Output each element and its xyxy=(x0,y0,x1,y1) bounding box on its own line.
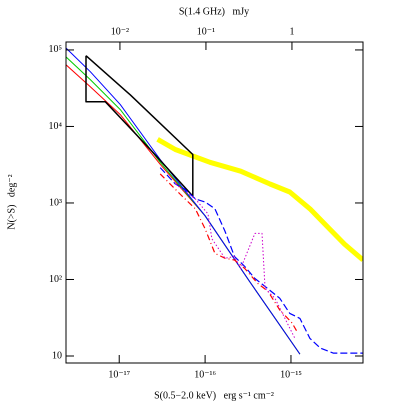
x-tick-label: 10⁻¹⁵ xyxy=(280,369,302,380)
y-axis-label: N(>S) deg⁻² xyxy=(6,174,17,229)
series-line xyxy=(85,55,194,197)
series-line xyxy=(156,137,363,262)
series-line xyxy=(66,64,301,355)
x-tick-label: 10⁻¹⁶ xyxy=(194,369,216,380)
series-line xyxy=(159,173,299,334)
top-tick-label: 1 xyxy=(289,26,294,37)
y-tick-label: 10² xyxy=(49,274,62,285)
top-axis-label: S(1.4 GHz) mJy xyxy=(179,6,249,17)
series-line xyxy=(159,167,363,354)
x-axis-label: S(0.5−2.0 keV) erg s⁻¹ cm⁻² xyxy=(154,390,274,401)
y-tick-label: 10⁵ xyxy=(49,44,63,55)
y-tick-label: 10⁴ xyxy=(49,121,63,132)
y-tick-label: 10³ xyxy=(49,197,62,208)
x-tick-label: 10⁻¹⁷ xyxy=(108,369,130,380)
y-tick-label: 10 xyxy=(52,350,62,361)
top-tick-label: 10⁻¹ xyxy=(197,26,215,37)
series-line xyxy=(175,183,296,339)
plot-frame xyxy=(65,41,364,364)
series-line xyxy=(66,47,301,355)
top-tick-label: 10⁻² xyxy=(111,26,129,37)
plot-area xyxy=(66,47,363,355)
